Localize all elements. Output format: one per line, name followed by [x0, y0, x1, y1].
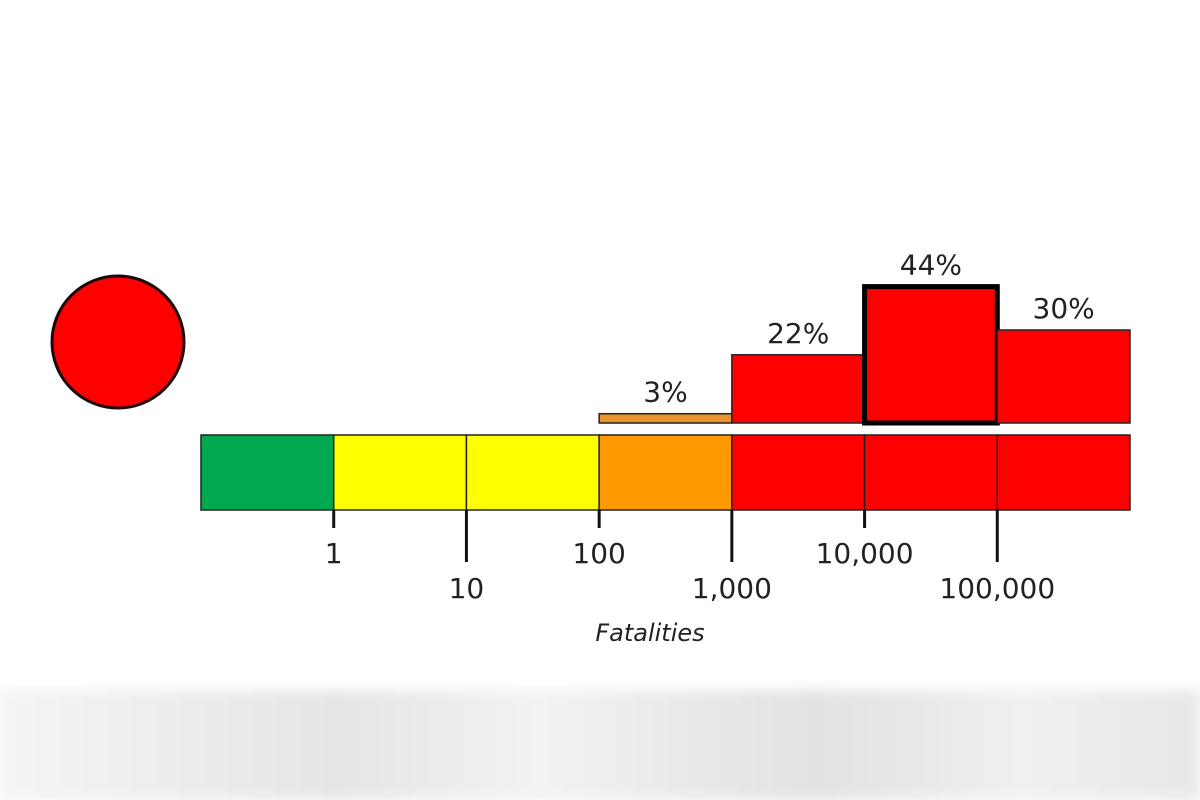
scale-cell — [731, 434, 866, 511]
scale-cell — [465, 434, 600, 511]
bar — [862, 284, 1000, 426]
scale-cell — [996, 434, 1131, 511]
x-tick-label: 10 — [449, 572, 485, 605]
alert-circle — [50, 274, 186, 410]
scale-cell — [863, 434, 999, 511]
bar — [996, 329, 1131, 424]
x-tick-label: 10,000 — [816, 537, 914, 570]
value-label: 22% — [767, 317, 829, 350]
scale-cell — [332, 434, 468, 511]
scale-cell — [200, 434, 335, 511]
x-tick-label: 1,000 — [692, 572, 772, 605]
x-tick-label: 100 — [572, 537, 625, 570]
value-label: 3% — [643, 376, 687, 409]
scale-cell — [598, 434, 733, 511]
bar — [598, 412, 733, 424]
x-axis-label: Fatalities — [595, 619, 704, 647]
blurred-background — [0, 690, 1200, 800]
value-label: 44% — [900, 249, 962, 282]
bar — [731, 354, 866, 424]
x-tick-label: 1 — [325, 537, 343, 570]
value-label: 30% — [1033, 292, 1095, 325]
x-tick-label: 100,000 — [939, 572, 1055, 605]
